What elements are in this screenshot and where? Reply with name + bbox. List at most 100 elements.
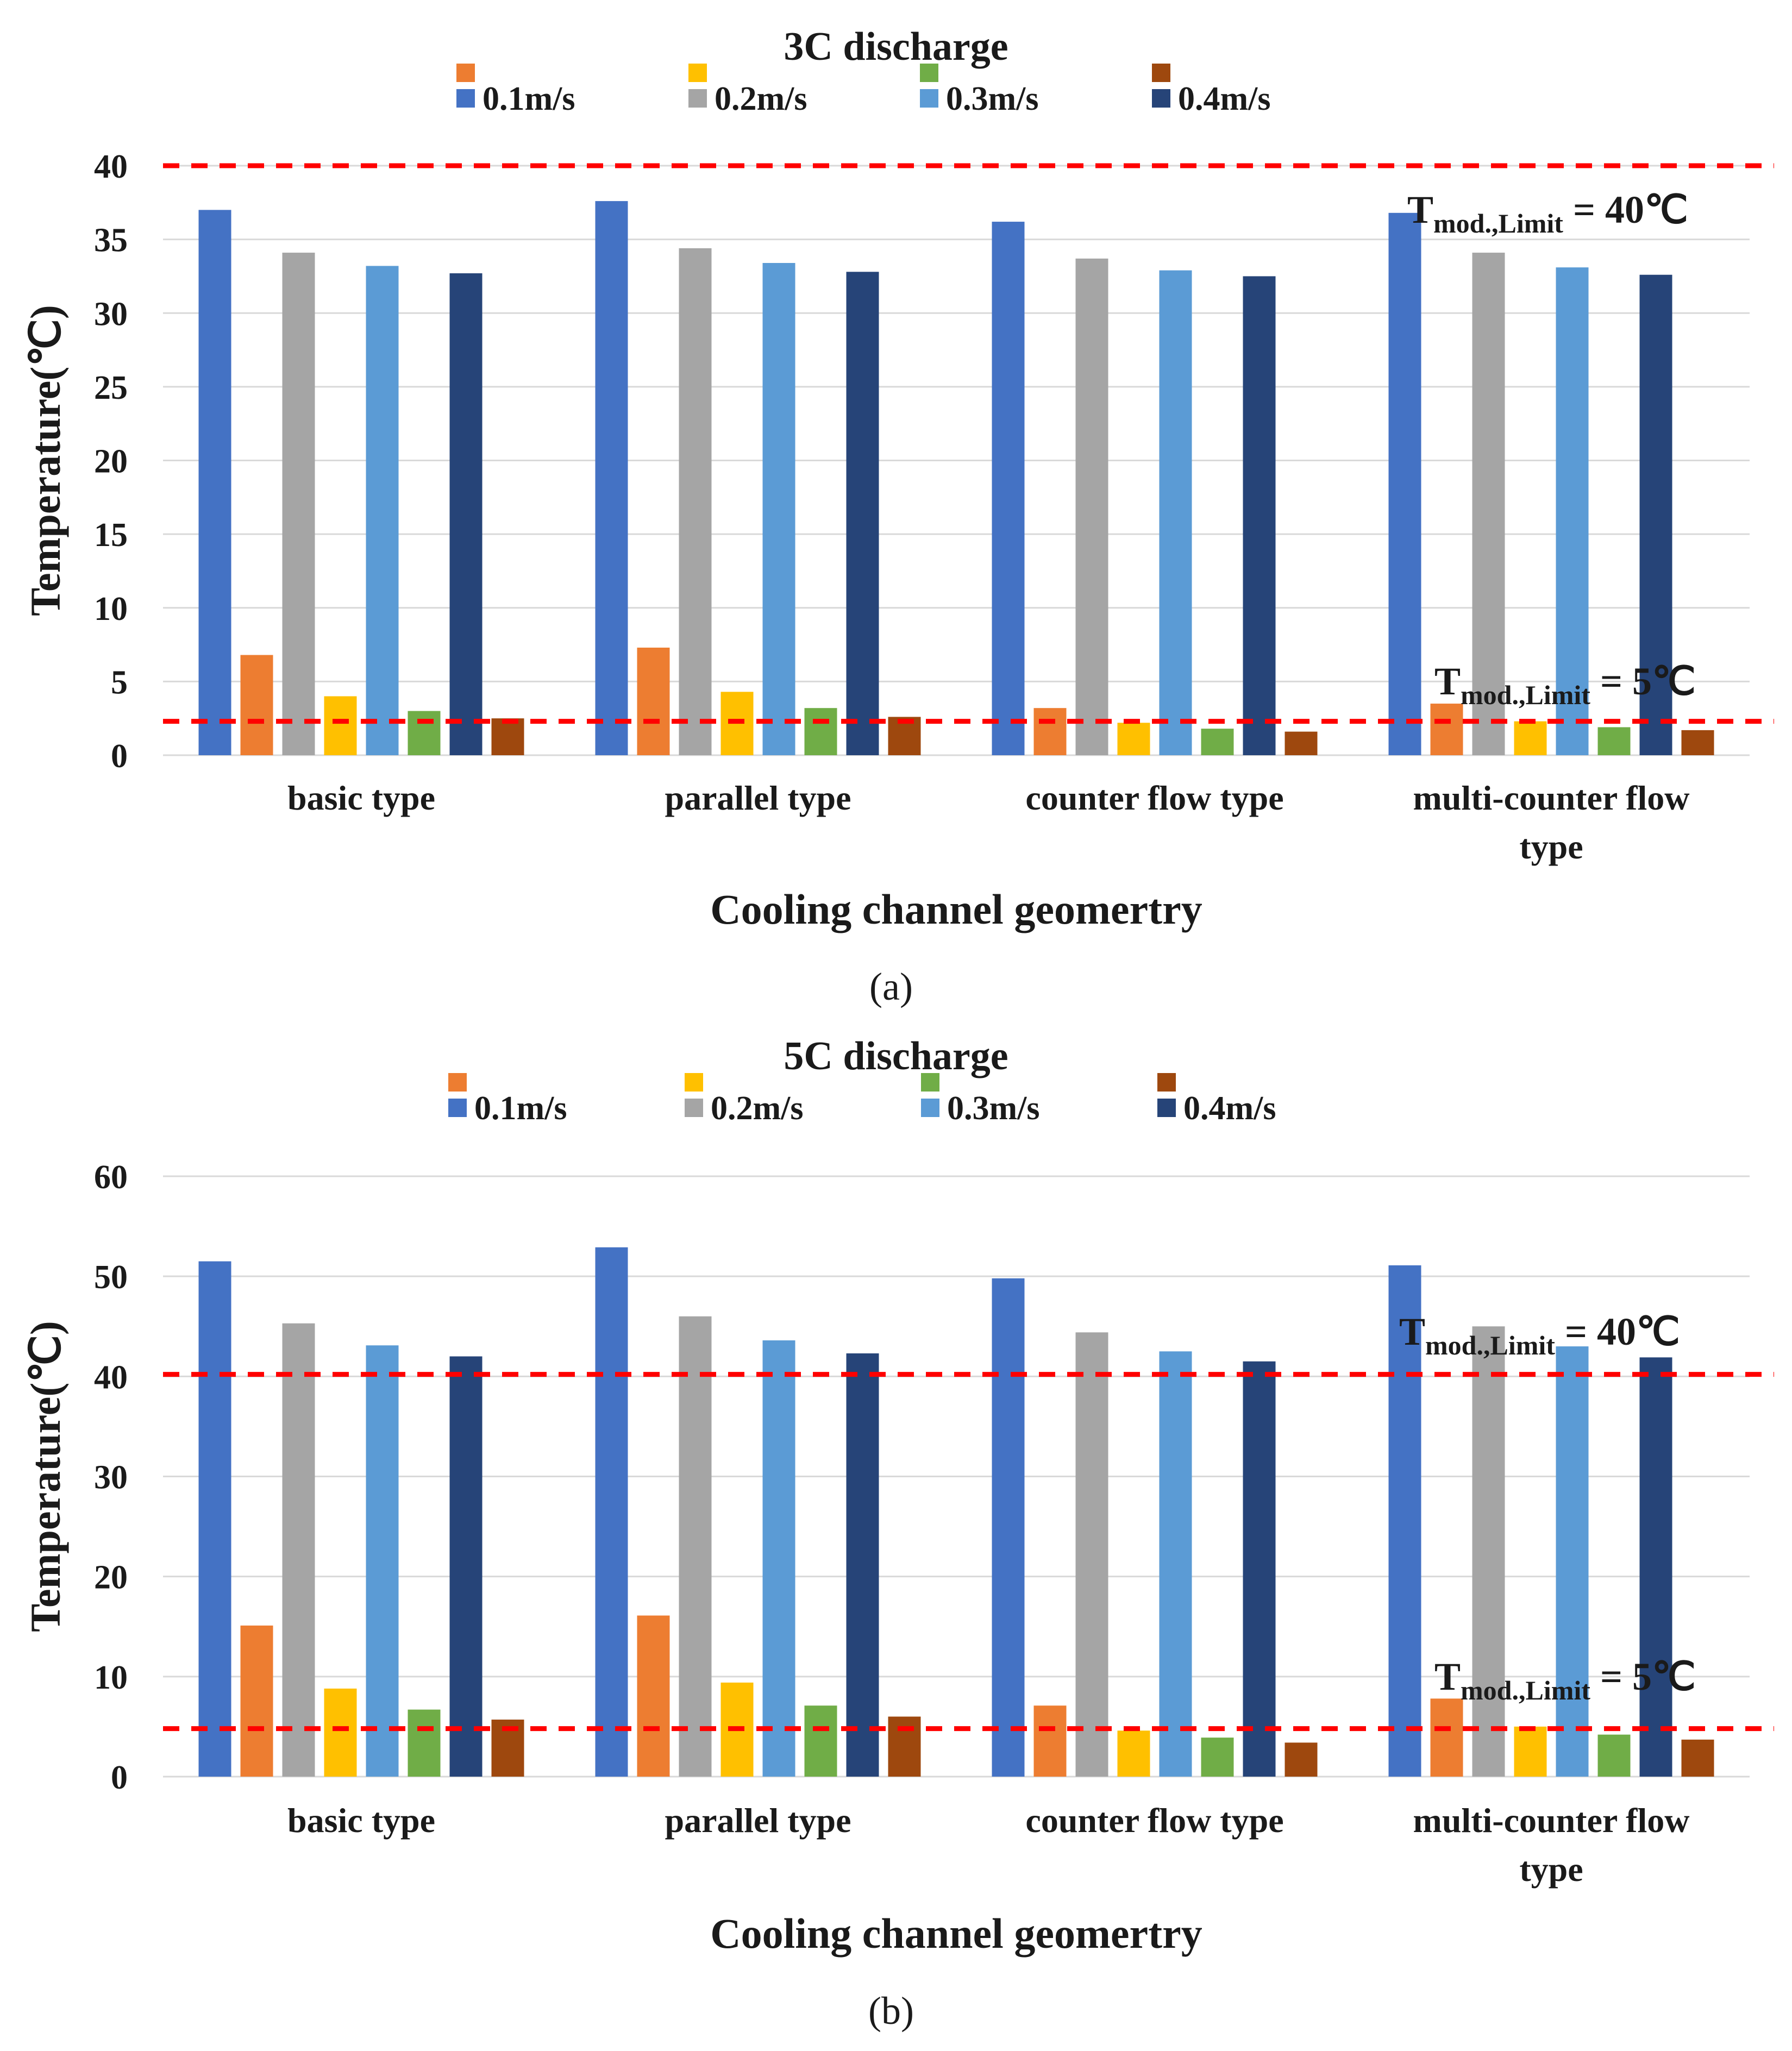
bar <box>679 1316 712 1777</box>
bar <box>1285 731 1318 755</box>
legend-swatch <box>688 89 707 108</box>
y-tick-label: 40 <box>94 1359 128 1396</box>
bar <box>324 1688 357 1777</box>
bar <box>679 248 712 755</box>
x-category-label: multi-counter flow <box>1413 1801 1690 1840</box>
x-category-label: type <box>1519 827 1583 866</box>
bar <box>282 253 315 756</box>
bar <box>992 1278 1025 1777</box>
bar <box>846 272 879 755</box>
bar <box>637 1615 670 1777</box>
bar <box>1243 276 1276 755</box>
bar <box>449 273 483 755</box>
legend-swatch-secondary <box>688 64 707 82</box>
y-axis-title: Temperature(℃) <box>22 305 69 616</box>
y-tick-label: 30 <box>94 1459 128 1496</box>
chart-title: 5C discharge <box>784 1034 1008 1078</box>
bar <box>1430 1698 1463 1777</box>
legend-label: 0.4m/s <box>1183 1090 1276 1127</box>
bar <box>1639 1357 1672 1777</box>
bar <box>1430 704 1463 755</box>
legend-label: 0.1m/s <box>483 80 575 117</box>
y-axis-title: Temperature(℃) <box>22 1321 69 1632</box>
legend-swatch <box>456 89 475 108</box>
bar <box>198 210 231 755</box>
bar <box>1514 1726 1547 1777</box>
bar <box>1201 729 1234 755</box>
y-tick-label: 50 <box>94 1259 128 1296</box>
legend-swatch-secondary <box>456 64 475 82</box>
bar <box>595 201 628 756</box>
x-category-label: parallel type <box>665 1801 851 1840</box>
limit-label: Tmod.,Limit = 5℃ <box>1434 1655 1696 1705</box>
bar <box>1472 1326 1505 1777</box>
bar <box>1033 1705 1067 1777</box>
legend-label: 0.3m/s <box>947 1090 1040 1127</box>
bar <box>408 1709 441 1777</box>
y-tick-label: 0 <box>111 738 128 775</box>
y-tick-label: 15 <box>94 517 128 554</box>
bar <box>1681 1739 1714 1777</box>
x-axis-title: Cooling channel geomertry <box>710 886 1202 933</box>
bar <box>1681 730 1714 755</box>
chart-title: 3C discharge <box>784 24 1008 69</box>
bar <box>1639 274 1672 756</box>
y-tick-label: 20 <box>94 1559 128 1596</box>
limit-label: Tmod.,Limit = 40℃ <box>1399 1310 1680 1360</box>
legend-swatch-secondary <box>448 1073 467 1092</box>
x-category-label: multi-counter flow <box>1413 779 1690 817</box>
y-tick-label: 5 <box>111 664 128 701</box>
x-category-label: type <box>1519 1850 1583 1889</box>
bar <box>1159 1351 1192 1777</box>
bar <box>1075 258 1108 755</box>
legend-swatch <box>448 1099 467 1117</box>
bar <box>1117 1730 1150 1777</box>
y-tick-label: 35 <box>94 222 128 259</box>
bar <box>240 1625 273 1777</box>
bar <box>1597 1734 1631 1777</box>
chart-panel-a: 3C discharge 0.1m/s 0.2m/s 0.3m/s 0.4m/s 0 5 10… <box>22 24 1774 1008</box>
bar <box>491 718 524 755</box>
y-tick-label: 20 <box>94 443 128 480</box>
legend-swatch-secondary <box>1157 1073 1176 1092</box>
legend-label: 0.2m/s <box>711 1090 804 1127</box>
bar <box>1556 1346 1589 1777</box>
bar <box>449 1356 483 1777</box>
bar <box>1201 1738 1234 1777</box>
bar <box>366 266 399 755</box>
bar <box>282 1323 315 1777</box>
bar <box>992 222 1025 755</box>
x-category-label: parallel type <box>665 779 851 817</box>
y-tick-label: 0 <box>111 1759 128 1796</box>
bar <box>324 696 357 755</box>
bar <box>1117 723 1150 755</box>
bar <box>366 1345 399 1777</box>
bar <box>1388 212 1421 755</box>
x-category-label: basic type <box>287 1801 435 1840</box>
y-tick-label: 10 <box>94 1659 128 1696</box>
bar <box>1514 721 1547 755</box>
legend-swatch-secondary <box>685 1073 703 1092</box>
legend-swatch-secondary <box>920 64 938 82</box>
bar <box>1033 708 1067 755</box>
bar <box>595 1247 628 1777</box>
y-tick-label: 40 <box>94 148 128 185</box>
bar <box>1597 727 1631 755</box>
legend-label: 0.3m/s <box>946 80 1039 117</box>
bar <box>408 711 441 755</box>
legend-swatch-secondary <box>1152 64 1170 82</box>
bar <box>846 1353 879 1777</box>
y-tick-label: 25 <box>94 369 128 406</box>
chart-panel-b: 5C discharge 0.1m/s 0.2m/s 0.3m/s 0.4m/s 0 10 2… <box>22 1034 1774 2033</box>
y-tick-label: 60 <box>94 1159 128 1196</box>
y-tick-label: 30 <box>94 296 128 333</box>
bar <box>804 1705 837 1777</box>
bar <box>1159 270 1192 755</box>
legend-swatch <box>920 89 938 108</box>
panel-label: (b) <box>868 1989 914 2033</box>
bar <box>1243 1361 1276 1777</box>
bar <box>1472 253 1505 756</box>
bar <box>240 655 273 755</box>
legend-swatch <box>1152 89 1170 108</box>
